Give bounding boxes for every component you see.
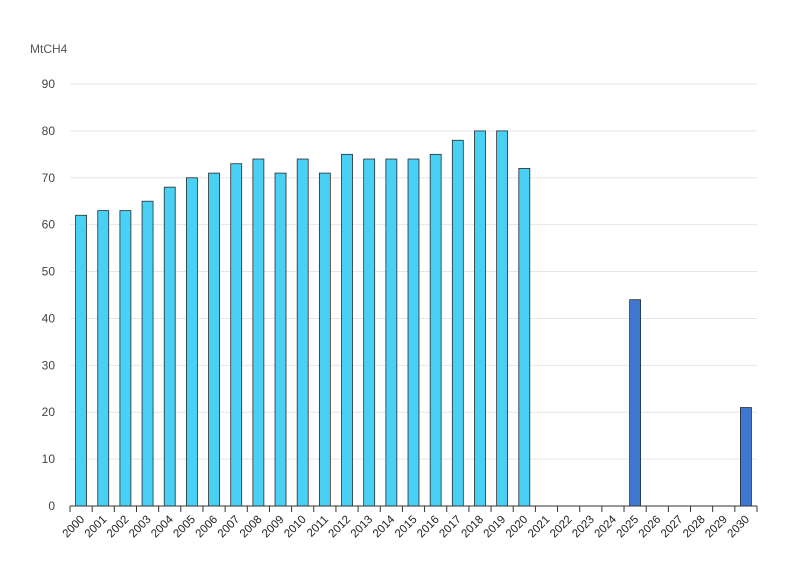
bar-2007 [230,163,243,507]
x-tick-label: 2010 [282,514,309,541]
y-tick-label: 10 [42,452,56,466]
bar-2006 [208,172,220,507]
x-tick-label: 2005 [171,514,198,541]
x-tick-label: 2028 [681,514,708,541]
bar-2030 [740,407,752,507]
bar-2001 [97,210,110,507]
x-tick-label: 2003 [127,514,154,541]
x-tick-label: 2014 [371,513,398,540]
x-tick-label: 2007 [216,514,243,541]
y-tick-label: 80 [42,124,56,138]
x-tick-label: 2029 [703,514,730,541]
x-tick-label: 2030 [725,514,752,541]
bars [75,130,752,507]
bar-2005 [185,177,198,507]
x-tick-label: 2025 [615,514,642,541]
bar-2004 [163,186,176,507]
y-tick-label: 40 [42,311,56,325]
y-tick-label: 20 [42,405,56,419]
x-axis: 2000200120022003200420052006200720082009… [61,505,758,541]
y-tick-label: 60 [42,218,56,232]
x-tick-label: 2017 [437,514,464,541]
y-axis-ticks: 0 10 20 30 40 50 60 70 80 90 [42,77,56,513]
x-tick-label: 2001 [83,514,110,541]
bar-2000 [75,214,87,507]
x-tick-label: 2012 [327,514,354,541]
x-tick-label: 2009 [260,514,287,541]
x-tick-label: 2018 [460,514,487,541]
x-tick-label: 2021 [526,514,553,541]
y-tick-label: 70 [42,171,56,185]
x-tick-label: 2020 [504,514,531,541]
x-tick-label: 2026 [637,514,664,541]
x-tick-label: 2008 [238,514,265,541]
x-tick-label: 2013 [349,514,376,541]
x-tick-label: 2019 [482,514,509,541]
bar-2010 [296,158,309,507]
y-tick-label: 0 [48,499,55,513]
x-tick-label: 2016 [415,514,442,541]
x-tick-label: 2002 [105,514,132,541]
y-tick-label: 50 [42,265,56,279]
x-tick-label: 2022 [548,514,575,541]
y-tick-label: 90 [42,77,56,91]
x-tick-label: 2015 [393,514,420,541]
x-tick-label: 2000 [61,514,88,541]
bar-2013 [363,158,376,507]
x-tick-label: 2024 [592,513,619,540]
bar-2020 [518,167,531,507]
bar-2011 [318,172,331,507]
bar-2016 [429,153,442,507]
bar-2017 [451,139,464,507]
bar-2003 [141,200,154,507]
bar-2008 [252,158,265,507]
bar-2009 [274,172,287,507]
bar-2014 [385,158,398,507]
bar-2025 [629,299,642,507]
x-tick-label: 2027 [659,514,686,541]
bar-2015 [407,158,420,507]
y-tick-label: 30 [42,358,56,372]
x-tick-label: 2004 [149,513,176,540]
bar-2018 [474,130,486,507]
x-tick-label: 2023 [570,514,597,541]
bar-2002 [119,210,132,507]
bar-2012 [341,153,353,507]
x-tick-label: 2011 [305,514,331,540]
bar-2019 [496,130,509,507]
y-axis-unit-label: MtCH4 [30,42,68,56]
x-tick-label: 2006 [194,514,221,541]
